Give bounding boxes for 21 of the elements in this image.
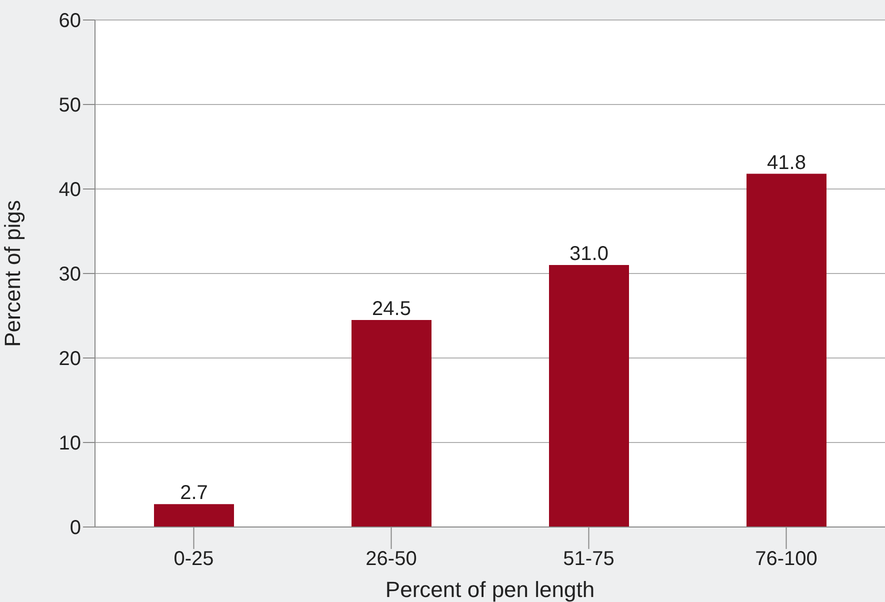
x-tick-label: 76-100 xyxy=(755,548,818,570)
x-tick-label: 51-75 xyxy=(563,548,614,570)
y-axis-title: Percent of pigs xyxy=(0,200,25,347)
x-axis-title: Percent of pen length xyxy=(385,577,595,602)
bar xyxy=(746,174,826,527)
y-tick-label: 40 xyxy=(58,179,81,202)
data-label: 2.7 xyxy=(180,482,208,504)
y-tick-label: 20 xyxy=(58,348,81,370)
y-tick-label: 60 xyxy=(58,10,81,32)
data-label: 31.0 xyxy=(570,243,608,266)
y-tick-label: 10 xyxy=(58,432,81,455)
bar xyxy=(352,320,432,527)
y-tick-label: 30 xyxy=(58,264,81,286)
data-label: 24.5 xyxy=(372,298,411,320)
bar xyxy=(154,504,234,527)
data-label: 41.8 xyxy=(767,152,806,174)
y-tick-label: 50 xyxy=(58,94,81,117)
x-tick-label: 26-50 xyxy=(366,548,417,570)
bar xyxy=(549,265,629,527)
x-tick-label: 0-25 xyxy=(174,548,214,570)
y-tick-label: 0 xyxy=(70,517,81,540)
